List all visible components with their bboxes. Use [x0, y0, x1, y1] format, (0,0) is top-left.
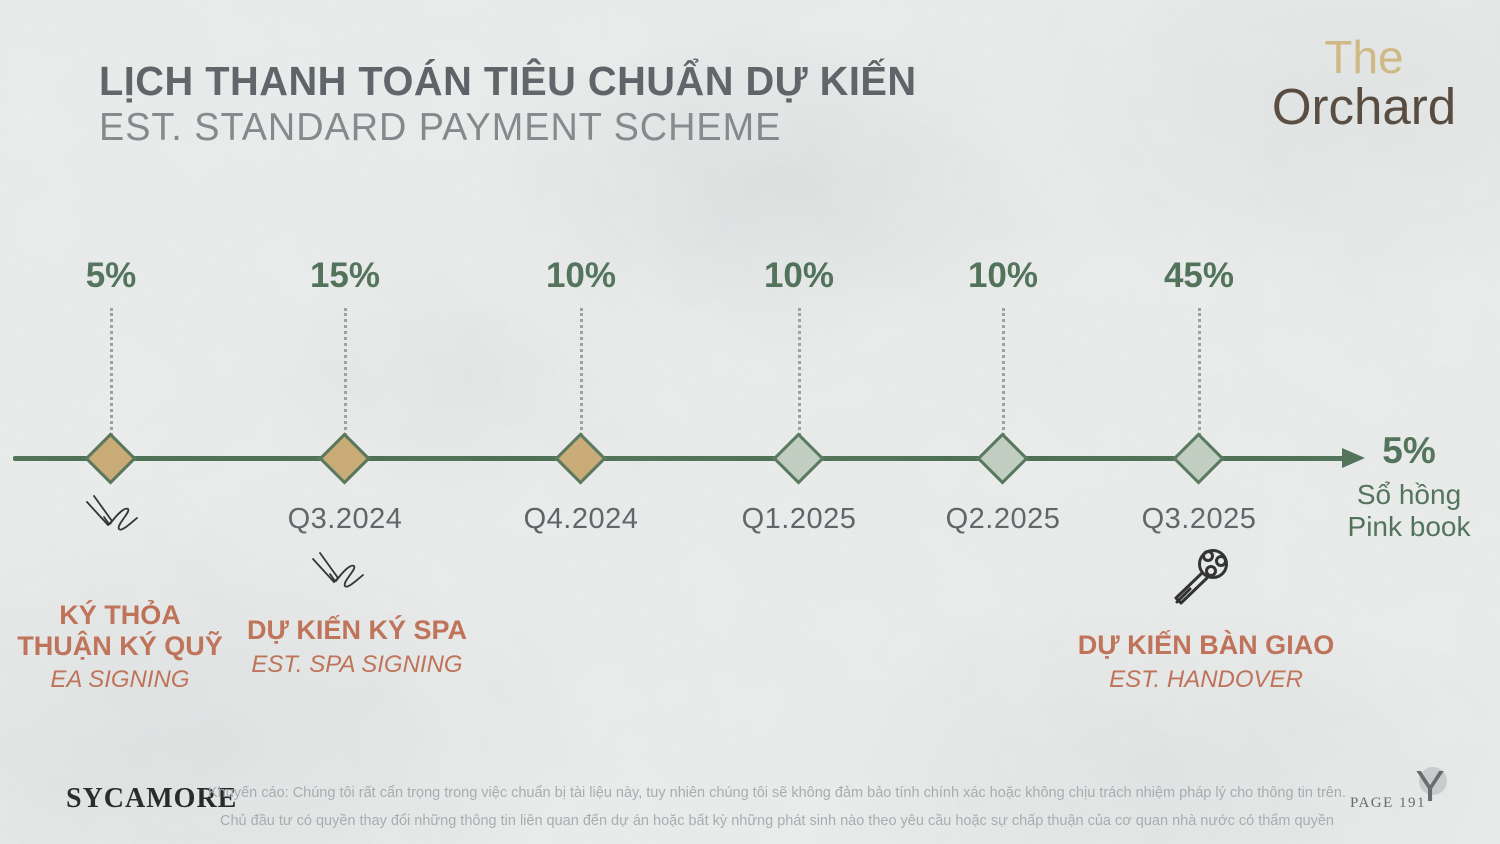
milestone-date: Q3.2025	[1141, 503, 1257, 535]
page-title-en: EST. STANDARD PAYMENT SCHEME	[99, 106, 782, 149]
milestone-dotted-connector	[798, 308, 801, 442]
page-title-vi: LỊCH THANH TOÁN TIÊU CHUẨN DỰ KIẾN	[99, 58, 917, 104]
milestone-label-vi: DỰ KIẾN BÀN GIAO	[1077, 630, 1335, 660]
key-icon	[1174, 549, 1228, 605]
pen-icon	[86, 495, 138, 531]
logo-line-orchard: Orchard	[1271, 77, 1457, 135]
pen-icon	[312, 552, 364, 588]
milestone-label: DỰ KIẾN BÀN GIAO EST. HANDOVER	[1036, 630, 1376, 694]
milestone-diamond-marker	[318, 432, 371, 485]
milestone-percent: 10%	[545, 256, 617, 295]
disclaimer-line-1: Khuyến cáo: Chúng tôi rất cẩn trọng tron…	[208, 785, 1346, 801]
disclaimer-line-2: Chủ đầu tư có quyền thay đổi những thông…	[220, 813, 1334, 829]
milestone-date: Q2.2025	[945, 503, 1061, 535]
the-orchard-logo: The Orchard	[1264, 34, 1464, 133]
milestone-icon-pen	[85, 494, 149, 545]
corner-y-letter: Y	[1415, 762, 1445, 811]
milestone-diamond-marker	[772, 432, 825, 485]
milestone-icon-pen	[311, 551, 375, 602]
milestone-date: Q3.2024	[287, 503, 403, 535]
timeline-axis	[13, 456, 1345, 461]
milestone-date: Q4.2024	[523, 503, 639, 535]
milestone-label-en: EST. HANDOVER	[1109, 665, 1303, 693]
milestone-icon-key	[1164, 540, 1239, 620]
milestone-dotted-connector	[1198, 308, 1201, 442]
milestone-dotted-connector	[580, 308, 583, 442]
milestone-diamond-marker	[84, 432, 137, 485]
milestone-label-en: EST. SPA SIGNING	[251, 650, 463, 678]
logo-line-the: The	[1324, 31, 1404, 83]
milestone-date: Q1.2025	[741, 503, 857, 535]
milestone-percent: 15%	[309, 256, 381, 295]
milestone-label-vi: DỰ KIẾN KÝ SPA	[247, 615, 467, 645]
milestone-percent: 45%	[1163, 256, 1235, 295]
milestone-dotted-connector	[344, 308, 347, 442]
disclaimer-text: Khuyến cáo: Chúng tôi rất cẩn trọng tron…	[157, 779, 1397, 835]
milestone-percent: 10%	[967, 256, 1039, 295]
milestone-diamond-marker	[976, 432, 1029, 485]
terminal-payment: 5% Sổ hồng Pink book	[1338, 430, 1480, 543]
milestone-diamond-marker	[554, 432, 607, 485]
terminal-label-vi: Sổ hồng	[1356, 478, 1462, 510]
terminal-label-en: Pink book	[1347, 510, 1471, 542]
terminal-percent: 5%	[1382, 430, 1436, 471]
corner-mark-logo: Y	[1408, 763, 1452, 815]
milestone-dotted-connector	[1002, 308, 1005, 442]
milestone-dotted-connector	[110, 308, 113, 442]
milestone-label: DỰ KIẾN KÝ SPA EST. SPA SIGNING	[197, 615, 517, 679]
milestone-percent: 5%	[85, 256, 137, 295]
milestone-diamond-marker	[1172, 432, 1225, 485]
milestone-percent: 10%	[763, 256, 835, 295]
